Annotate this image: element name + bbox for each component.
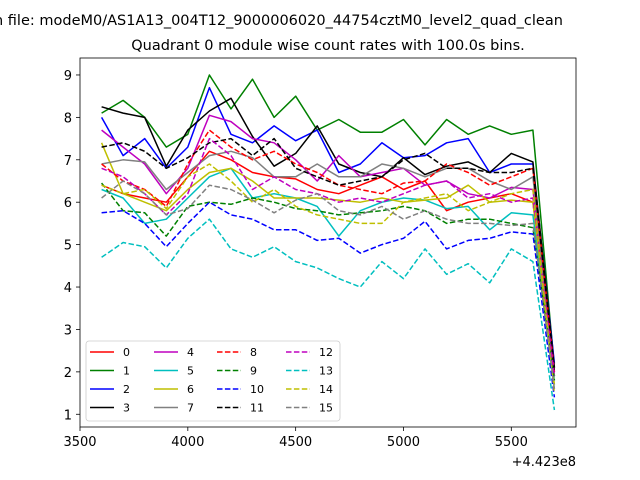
series-line-6	[100, 142, 556, 385]
series-line-7	[101, 150, 556, 377]
series-line-14	[101, 163, 556, 394]
y-tick-label-7: 7	[64, 154, 72, 169]
series-line-12	[101, 137, 556, 377]
legend-label-9: 9	[250, 365, 257, 378]
legend-box	[85, 340, 341, 422]
series-line-0	[101, 150, 556, 377]
legend-label-0: 0	[123, 346, 130, 359]
series-line-15	[101, 180, 556, 389]
x-tick-label-4500: 4500	[279, 435, 312, 450]
series-line-3	[101, 97, 556, 368]
legend-label-1: 1	[123, 365, 130, 378]
legend-label-15: 15	[319, 402, 333, 415]
y-tick-label-9: 9	[64, 69, 72, 84]
y-tick-label-8: 8	[64, 111, 72, 126]
x-tick-label-5000: 5000	[387, 435, 420, 450]
legend-label-2: 2	[123, 383, 130, 396]
x-tick-label-5500: 5500	[495, 435, 528, 450]
series-line-8	[101, 129, 556, 372]
series-line-1	[101, 74, 556, 368]
legend-label-7: 7	[187, 402, 194, 415]
legend-label-13: 13	[319, 365, 333, 378]
plot-area: 3500 4000 4500 5000 550012345678901234567891…	[63, 57, 577, 450]
chart-title: Quadrant 0 module wise count rates with …	[131, 38, 525, 54]
legend-label-14: 14	[319, 383, 333, 396]
series-line-5	[101, 167, 556, 381]
legend-label-6: 6	[187, 383, 194, 396]
y-tick-label-1: 1	[64, 408, 72, 423]
series-line-9	[101, 182, 556, 381]
series-line-13	[101, 218, 556, 411]
legend-label-3: 3	[123, 402, 130, 415]
axes-frame	[79, 57, 577, 428]
series-line-2	[100, 86, 556, 364]
figure-suptitle: n file: modeM0/AS1A13_004T12_9000006020_…	[0, 13, 563, 29]
y-tick-label-2: 2	[64, 366, 72, 381]
legend-label-5: 5	[187, 365, 194, 378]
y-tick-label-3: 3	[64, 323, 72, 338]
legend-label-10: 10	[250, 383, 264, 396]
x-tick-label-3500: 3500	[63, 435, 96, 450]
y-tick-label-6: 6	[64, 196, 72, 211]
legend-label-4: 4	[187, 346, 194, 359]
y-tick-label-5: 5	[64, 239, 72, 254]
legend-label-8: 8	[250, 346, 257, 359]
x-axis-offset-label: +4.423e8	[512, 455, 576, 470]
x-tick-label-4000: 4000	[171, 435, 204, 450]
legend-label-12: 12	[319, 346, 333, 359]
legend-label-11: 11	[250, 402, 264, 415]
series-line-10	[101, 201, 556, 398]
y-tick-label-4: 4	[64, 281, 72, 296]
series-line-11	[101, 137, 556, 372]
